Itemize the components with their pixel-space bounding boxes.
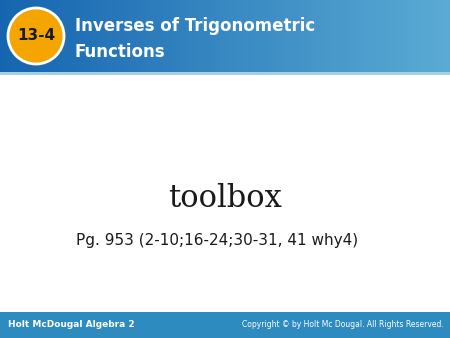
Bar [79,0,85,72]
Bar [208,0,214,72]
Bar [28,0,34,72]
Text: Pg. 953 (2-10;16-24;30-31, 41 why4): Pg. 953 (2-10;16-24;30-31, 41 why4) [76,233,359,248]
Bar [118,0,124,72]
Bar [95,0,101,72]
Bar [0,75,450,312]
Text: Copyright © by Holt Mc Dougal. All Rights Reserved.: Copyright © by Holt Mc Dougal. All Right… [242,320,444,330]
Bar [68,0,73,72]
Bar [281,0,287,72]
Bar [400,0,405,72]
Bar [433,0,439,72]
Bar [287,0,292,72]
Bar [410,0,416,72]
Bar [326,0,332,72]
Bar [253,0,259,72]
Bar [146,0,152,72]
Bar [163,0,169,72]
Bar [158,0,163,72]
Bar [242,0,248,72]
Bar [225,0,230,72]
Bar [332,0,338,72]
Bar [445,0,450,72]
Bar [197,0,202,72]
Bar [349,0,355,72]
Bar [304,0,310,72]
Bar [90,0,95,72]
Bar [107,0,112,72]
Text: 13-4: 13-4 [17,28,55,44]
Bar [0,72,450,75]
Bar [185,0,191,72]
Bar [124,0,130,72]
Bar [34,0,40,72]
Bar [112,0,118,72]
Text: toolbox: toolbox [168,183,282,214]
Bar [236,0,242,72]
Bar [275,0,281,72]
Bar [298,0,304,72]
Bar [17,0,22,72]
Bar [135,0,140,72]
Bar [180,0,185,72]
Bar [85,0,90,72]
Bar [220,0,225,72]
Bar [338,0,343,72]
Bar [259,0,265,72]
Bar [270,0,275,72]
Bar [265,0,270,72]
Bar [202,0,208,72]
Bar [169,0,175,72]
Bar [310,0,315,72]
Bar [360,0,365,72]
Bar [45,0,50,72]
Bar [394,0,400,72]
Bar [130,0,135,72]
Bar [56,0,62,72]
Circle shape [8,8,64,64]
Bar [377,0,382,72]
Bar [22,0,28,72]
Bar [101,0,107,72]
Bar [416,0,422,72]
Bar [248,0,253,72]
Bar [62,0,68,72]
Bar [230,0,236,72]
Bar [422,0,427,72]
Text: Functions: Functions [75,43,166,61]
Bar [175,0,180,72]
Bar [152,0,158,72]
Bar [5,0,11,72]
Bar [320,0,326,72]
Bar [40,0,45,72]
Text: Inverses of Trigonometric: Inverses of Trigonometric [75,17,315,35]
Bar [428,0,433,72]
Bar [11,0,17,72]
Bar [365,0,371,72]
Bar [191,0,197,72]
Bar [371,0,377,72]
Bar [388,0,394,72]
Bar [214,0,220,72]
Bar [50,0,56,72]
Bar [343,0,349,72]
Bar [0,0,5,72]
Bar [73,0,79,72]
Bar [439,0,445,72]
Text: Holt McDougal Algebra 2: Holt McDougal Algebra 2 [8,320,135,330]
Bar [405,0,410,72]
Bar [355,0,360,72]
Bar [292,0,298,72]
Bar [315,0,320,72]
Bar [382,0,388,72]
Bar [0,312,450,338]
Bar [140,0,146,72]
